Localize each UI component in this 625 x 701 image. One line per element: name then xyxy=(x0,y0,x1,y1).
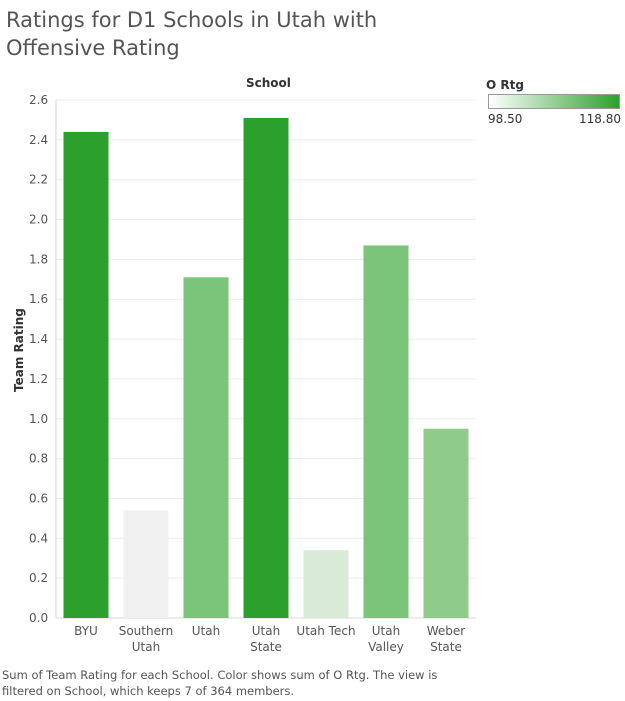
y-tick-label: 0.6 xyxy=(29,491,48,505)
x-category-label: Utah Tech xyxy=(296,624,355,638)
color-legend[interactable]: O Rtg 98.50 118.80 xyxy=(486,78,625,126)
bar[interactable] xyxy=(303,550,349,618)
x-category-label: Southern xyxy=(119,624,174,638)
x-category-label: Utah xyxy=(372,624,400,638)
x-category-label: Utah xyxy=(192,624,220,638)
bar[interactable] xyxy=(123,510,169,618)
legend-min-label: 98.50 xyxy=(488,112,523,126)
x-category-label: State xyxy=(430,640,462,654)
legend-title: O Rtg xyxy=(486,78,524,92)
bar[interactable] xyxy=(363,245,409,618)
x-category-label: Valley xyxy=(368,640,404,654)
y-tick-label: 2.4 xyxy=(29,133,48,147)
y-tick-label: 1.2 xyxy=(29,372,48,386)
bar[interactable] xyxy=(423,428,469,618)
legend-max-label: 118.80 xyxy=(579,112,621,126)
bar[interactable] xyxy=(243,117,289,618)
chart-title: Ratings for D1 Schools in Utah with Offe… xyxy=(6,8,378,60)
y-tick-label: 2.2 xyxy=(29,173,48,187)
x-category-label: Utah xyxy=(252,624,280,638)
x-category-label: Utah xyxy=(132,640,160,654)
bar[interactable] xyxy=(63,131,109,618)
chart-caption: Sum of Team Rating for each School. Colo… xyxy=(2,668,438,698)
y-tick-label: 0.0 xyxy=(29,611,48,625)
bar[interactable] xyxy=(183,277,229,618)
y-tick-label: 1.6 xyxy=(29,292,48,306)
y-tick-label: 1.8 xyxy=(29,252,48,266)
y-tick-label: 1.0 xyxy=(29,412,48,426)
y-tick-label: 1.4 xyxy=(29,332,48,346)
y-tick-label: 0.2 xyxy=(29,571,48,585)
y-tick-label: 0.4 xyxy=(29,531,48,545)
y-tick-label: 2.0 xyxy=(29,213,48,227)
x-category-label: State xyxy=(250,640,282,654)
column-header: School xyxy=(246,76,291,90)
x-category-label: Weber xyxy=(427,624,466,638)
y-tick-label: 0.8 xyxy=(29,452,48,466)
y-tick-label: 2.6 xyxy=(29,93,48,107)
legend-gradient xyxy=(488,94,620,109)
x-category-label: BYU xyxy=(74,624,98,638)
